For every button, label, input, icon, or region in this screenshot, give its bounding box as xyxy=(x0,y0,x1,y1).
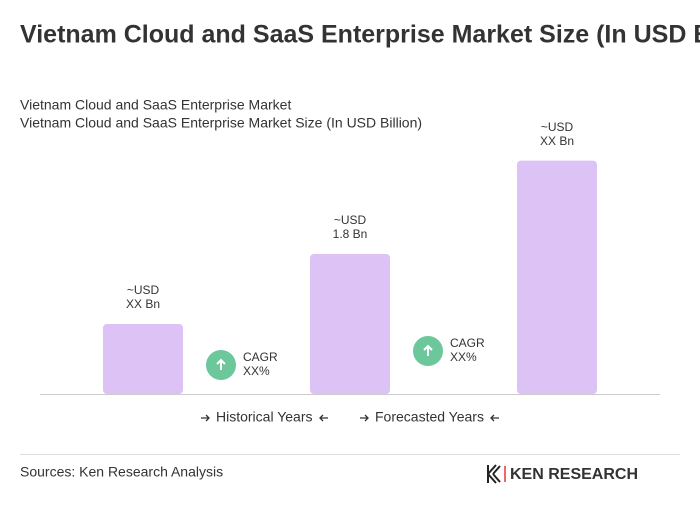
legend-label: Forecasted Years xyxy=(375,409,484,425)
cagr-arrow xyxy=(423,344,433,356)
value-label: XX Bn xyxy=(540,134,574,148)
legend-arrow xyxy=(360,414,369,422)
logo-text: KEN RESEARCH xyxy=(510,466,638,483)
logo-icon xyxy=(487,464,501,484)
bar xyxy=(517,160,597,394)
chart-title: Vietnam Cloud and SaaS Enterprise Market… xyxy=(20,21,700,49)
legend-arrow xyxy=(319,414,328,422)
cagr-arrow xyxy=(216,358,226,370)
legend-label: Historical Years xyxy=(216,409,313,425)
cagr-label: XX% xyxy=(243,364,270,378)
logo: KEN RESEARCH xyxy=(487,464,638,484)
source: Sources: Ken Research Analysis xyxy=(20,464,223,480)
subtitle: Vietnam Cloud and SaaS Enterprise Market xyxy=(20,97,291,113)
cagr-label: XX% xyxy=(450,350,477,364)
subtitle: Vietnam Cloud and SaaS Enterprise Market… xyxy=(20,115,422,131)
legend-arrow xyxy=(201,414,210,422)
bar xyxy=(103,323,183,394)
cagr-label: CAGR xyxy=(450,336,485,350)
value-label: 1.8 Bn xyxy=(333,227,368,241)
value-label: XX Bn xyxy=(126,297,160,311)
value-label: ~USD xyxy=(541,120,574,134)
legend-arrow xyxy=(490,414,499,422)
value-label: ~USD xyxy=(334,213,367,227)
cagr-label: CAGR xyxy=(243,350,278,364)
bar xyxy=(310,253,390,394)
value-label: ~USD xyxy=(127,283,160,297)
